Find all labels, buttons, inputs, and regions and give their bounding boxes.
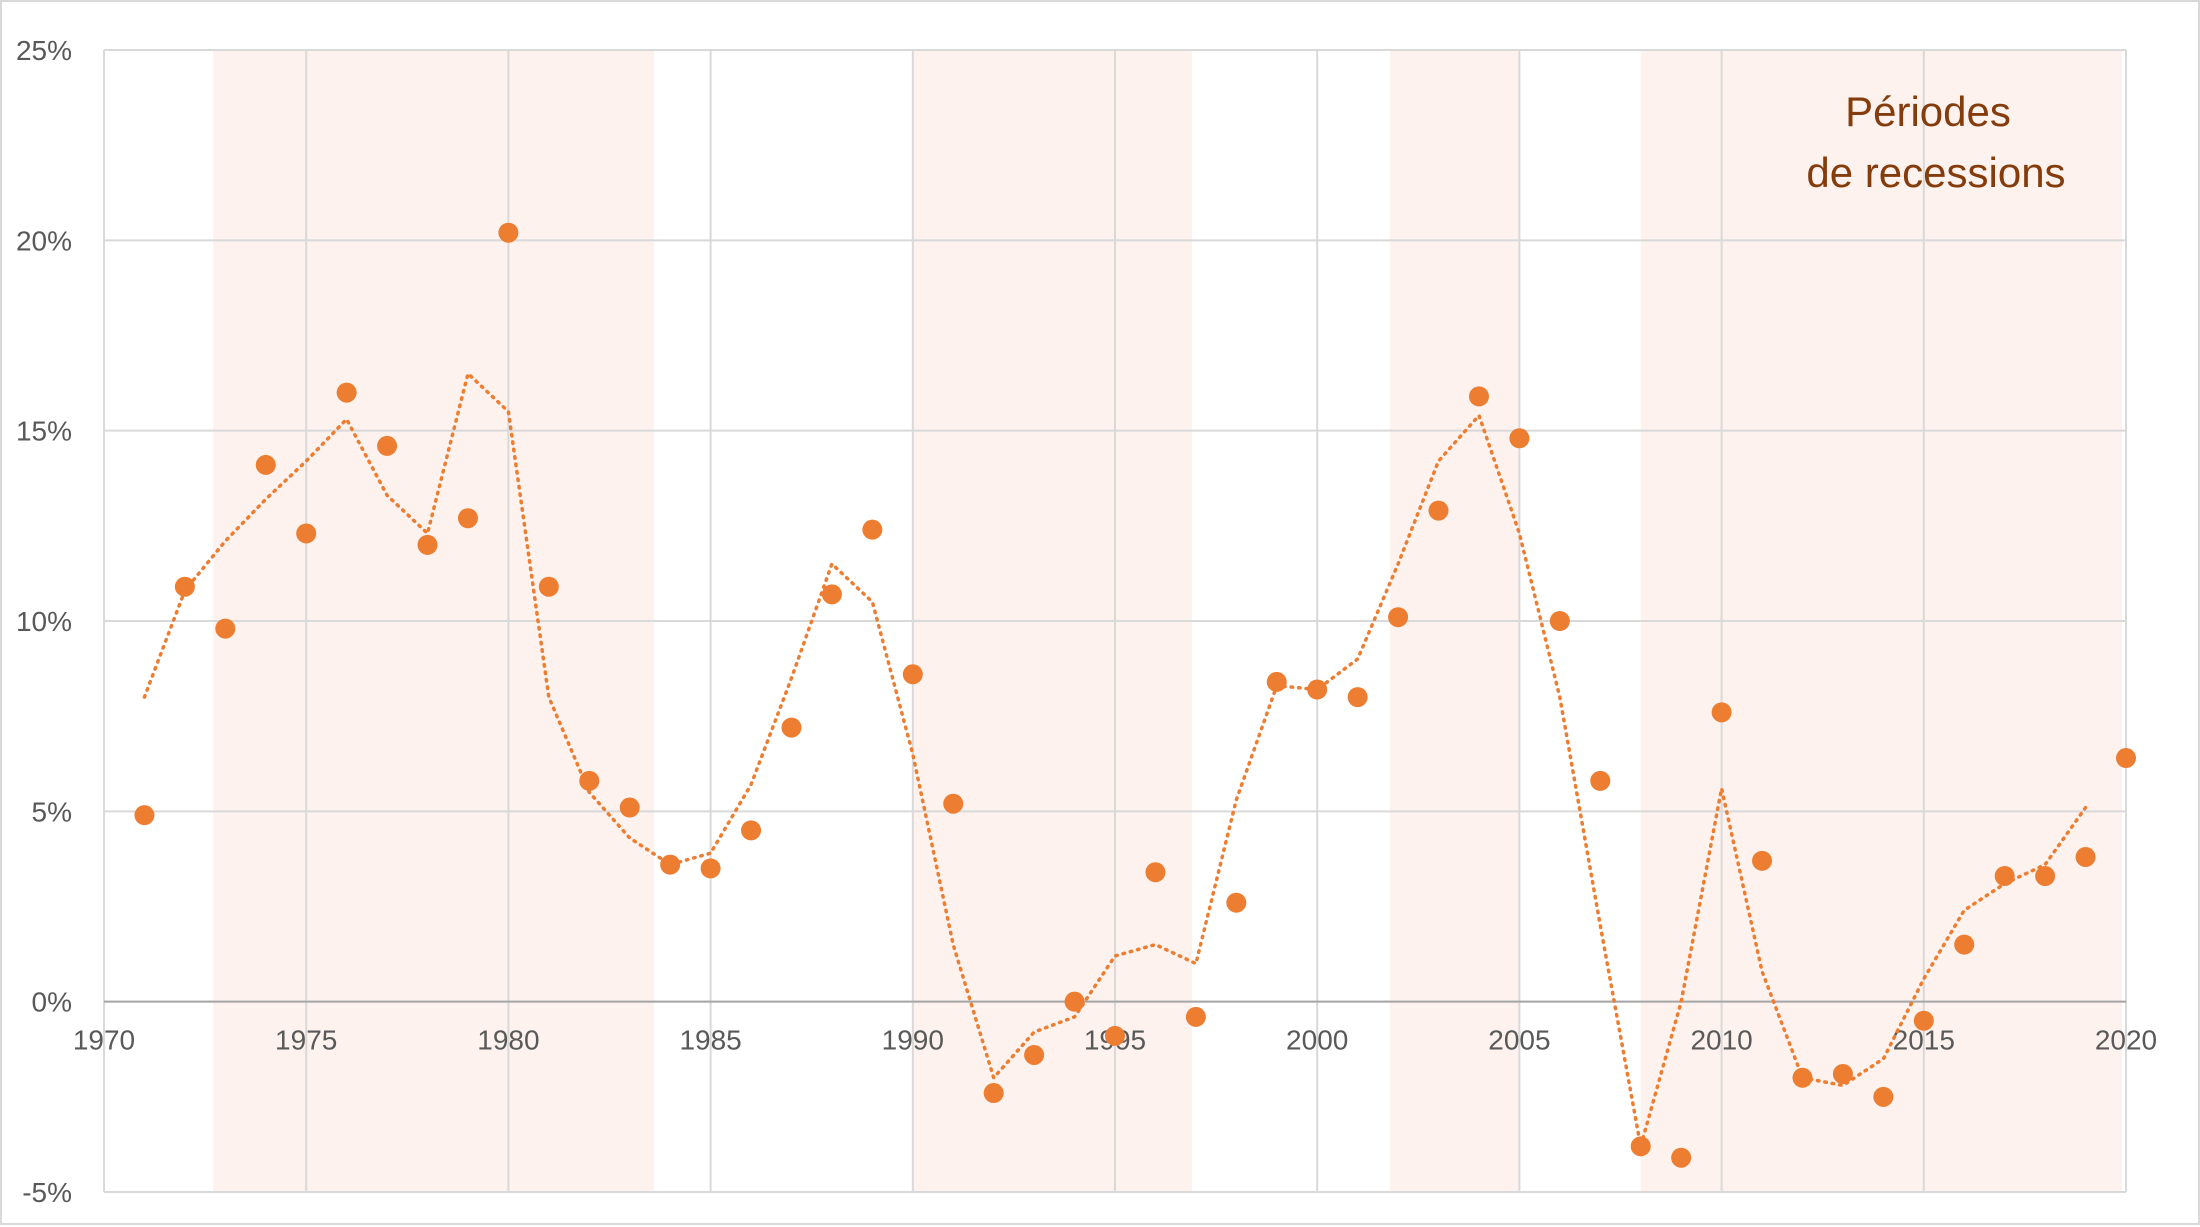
y-tick-label: 0%	[32, 987, 72, 1018]
data-point	[1064, 991, 1085, 1012]
y-tick-label: -5%	[22, 1177, 72, 1208]
data-point	[457, 508, 478, 529]
data-point	[174, 576, 195, 597]
data-point	[296, 523, 317, 544]
data-point	[1509, 428, 1530, 449]
data-point	[943, 793, 964, 814]
data-point	[1468, 386, 1489, 407]
y-tick-label: 10%	[16, 606, 72, 637]
data-point	[1711, 702, 1732, 723]
data-point	[1752, 850, 1773, 871]
data-point	[1994, 866, 2015, 887]
data-point	[1549, 611, 1570, 631]
data-point	[579, 770, 600, 791]
data-point	[1024, 1044, 1045, 1065]
x-tick-label: 1970	[73, 1025, 135, 1056]
data-point	[1590, 770, 1611, 791]
data-point	[215, 618, 236, 639]
data-point	[377, 435, 398, 456]
data-point	[1873, 1086, 1894, 1107]
data-point	[2116, 748, 2136, 769]
data-point	[417, 534, 438, 555]
data-point	[781, 717, 802, 738]
data-point	[862, 519, 883, 540]
x-tick-label: 1975	[275, 1025, 337, 1056]
data-point	[1913, 1010, 1934, 1031]
data-point	[700, 858, 721, 879]
y-tick-label: 20%	[16, 225, 72, 256]
data-points	[134, 222, 2136, 1168]
data-point	[1185, 1006, 1206, 1027]
data-point	[821, 584, 842, 605]
data-point	[1105, 1025, 1125, 1046]
data-point	[1307, 679, 1328, 700]
data-point	[538, 576, 559, 597]
data-point	[1347, 687, 1368, 708]
trend-line	[142, 371, 2088, 1149]
annotation-line-1: Périodes	[1845, 88, 2011, 135]
annotation-line-2: de recessions	[1806, 149, 2065, 196]
tick-labels: -5%0%5%10%15%20%25%197019751980198519901…	[16, 35, 2157, 1208]
data-point	[134, 805, 155, 826]
data-point	[1954, 934, 1975, 955]
data-point	[660, 854, 681, 875]
data-point	[983, 1083, 1004, 1104]
x-tick-label: 1990	[882, 1025, 944, 1056]
y-tick-label: 15%	[16, 416, 72, 447]
y-tick-label: 5%	[32, 796, 72, 827]
x-tick-label: 1985	[679, 1025, 741, 1056]
data-point	[1792, 1067, 1813, 1088]
data-point	[498, 222, 519, 243]
data-point	[1671, 1147, 1692, 1168]
data-point	[2035, 866, 2056, 887]
data-point	[1266, 671, 1287, 692]
data-point	[1832, 1063, 1853, 1084]
y-tick-label: 25%	[16, 35, 72, 66]
x-tick-label: 2020	[2095, 1025, 2157, 1056]
x-tick-label: 2000	[1286, 1025, 1348, 1056]
x-tick-label: 2010	[1690, 1025, 1752, 1056]
data-point	[2075, 847, 2096, 868]
data-point	[1226, 892, 1247, 913]
x-tick-label: 1980	[477, 1025, 539, 1056]
data-point	[336, 382, 357, 403]
trend-polyline	[142, 371, 2088, 1149]
data-point	[619, 797, 640, 818]
data-point	[1145, 862, 1166, 883]
data-point	[902, 664, 923, 685]
data-point	[741, 820, 762, 841]
data-point	[1428, 500, 1449, 521]
data-point	[1388, 607, 1409, 628]
x-tick-label: 2005	[1488, 1025, 1550, 1056]
data-point	[1630, 1136, 1651, 1157]
data-point	[255, 454, 276, 475]
